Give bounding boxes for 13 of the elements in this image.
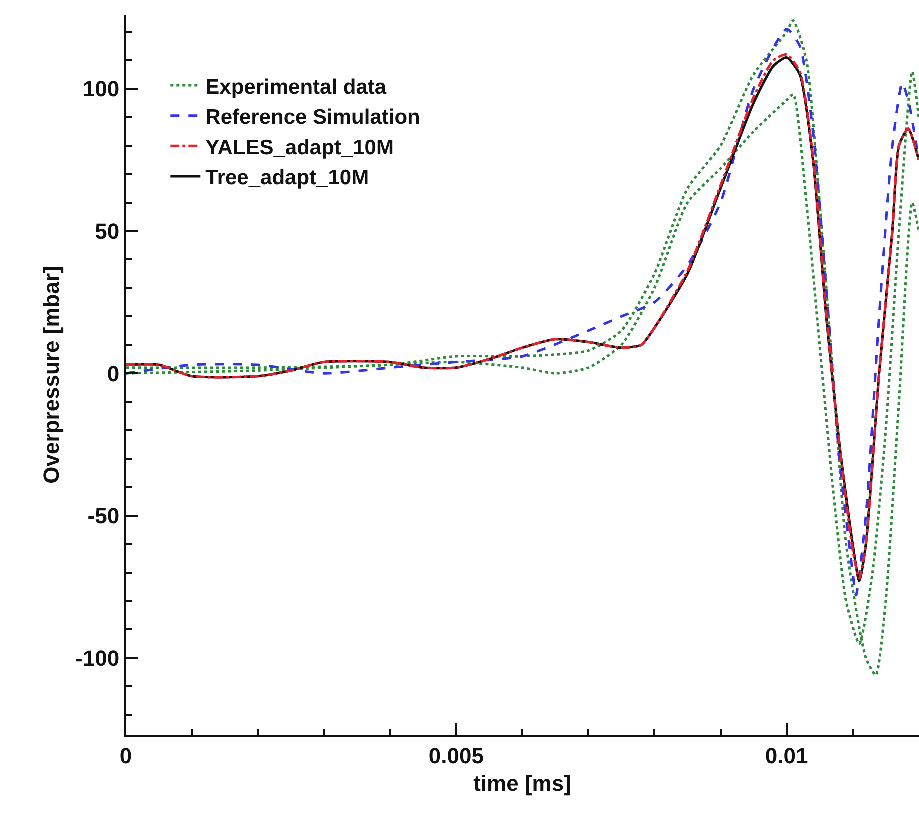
y-tick-label: -100 — [76, 646, 120, 671]
x-axis-title: time [ms] — [474, 770, 572, 796]
y-tick-label: 50 — [95, 218, 120, 244]
legend-label: Tree_adapt_10M — [206, 166, 370, 190]
y-tick-label: -50 — [88, 504, 120, 529]
legend-label: YALES_adapt_10M — [206, 136, 394, 160]
x-tick-label: 0.01 — [765, 743, 808, 768]
y-tick-label: 0 — [107, 361, 120, 386]
y-axis-title: Overpressure [mbar] — [38, 266, 64, 484]
x-tick-label: 0.005 — [428, 743, 484, 768]
y-tick-label: 100 — [82, 76, 120, 102]
legend-label: Reference Simulation — [206, 106, 420, 130]
legend-label: Experimental data — [206, 76, 387, 99]
